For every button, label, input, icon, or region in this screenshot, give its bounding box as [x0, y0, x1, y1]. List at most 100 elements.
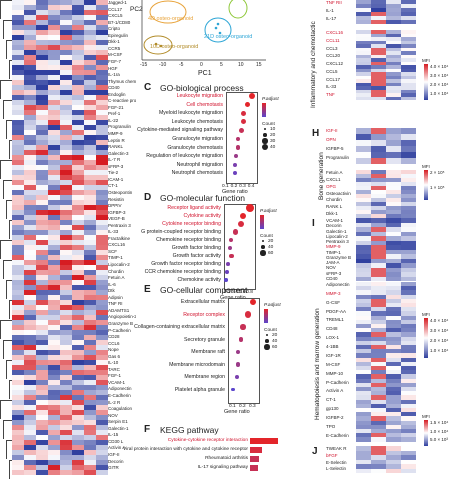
heatmap-cell: [24, 390, 36, 395]
heatmap-cell: [371, 4, 386, 8]
left-row-label: TARC: [108, 366, 120, 372]
right-row-label: Fetuin A: [326, 170, 343, 175]
go_cc-term-label: Membrane microdomain: [169, 361, 225, 368]
heatmap-cell: [84, 5, 96, 10]
go_bp-xtick: 0.3: [239, 184, 246, 189]
heatmap-cell: [36, 385, 48, 390]
heatmap-cell: [36, 290, 48, 295]
heatmap-cell: [24, 125, 36, 130]
heatmap-cell: [60, 385, 72, 390]
heatmap-cell: [96, 400, 108, 405]
heatmap-cell: [386, 206, 401, 210]
heatmap-cell: [72, 180, 84, 185]
heatmap-cell: [24, 260, 36, 265]
heatmap-cell: [48, 85, 60, 90]
heatmap-cell: [72, 380, 84, 385]
heatmap-cell: [60, 95, 72, 100]
heatmap-cell: [356, 412, 371, 417]
heatmap-cell: [12, 130, 24, 135]
heatmap-cell: [48, 360, 60, 365]
heatmap-cell: [356, 236, 371, 241]
heatmap-cell: [60, 370, 72, 375]
heatmap-cell: [96, 60, 108, 65]
heatmap-cell: [96, 210, 108, 215]
heatmap-cell: [96, 165, 108, 170]
left-row-label: Leptin R: [108, 137, 125, 143]
heatmap-cell: [48, 235, 60, 240]
heatmap-cell: [36, 230, 48, 235]
heatmap-cell: [48, 430, 60, 435]
heatmap-cell: [386, 258, 401, 263]
heatmap-cell: [12, 355, 24, 360]
heatmap-cell: [36, 355, 48, 360]
heatmap-cell: [72, 270, 84, 275]
go_mf-count-label: 60: [268, 251, 274, 256]
heatmap-cell: [84, 410, 96, 415]
heatmap-cell: [84, 240, 96, 245]
heatmap-cell: [401, 210, 416, 214]
heatmap-cell: [386, 307, 401, 312]
heatmap-cell: [371, 258, 386, 263]
heatmap-cell: [356, 361, 371, 366]
heatmap-cell: [48, 65, 60, 70]
heatmap-cell: [12, 425, 24, 430]
heatmap-cell: [72, 80, 84, 85]
heatmap-cell: [356, 403, 371, 408]
heatmap-cell: [371, 47, 386, 51]
heatmap-cell: [24, 440, 36, 445]
heatmap-cell: [60, 460, 72, 465]
heatmap-cell: [356, 370, 371, 375]
heatmap-cell: [386, 68, 401, 72]
heatmap-cell: [356, 96, 371, 100]
right-row-label: G-CSF: [326, 299, 340, 305]
heatmap-cell: [60, 470, 72, 475]
heatmap-cell: [12, 210, 24, 215]
heatmap-cell: [48, 50, 60, 55]
heatmap-cell: [356, 450, 371, 455]
heatmap-cell: [401, 468, 416, 473]
heatmap-cell: [36, 295, 48, 300]
heatmap-cell: [96, 25, 108, 30]
j-panel-letter: J: [312, 446, 318, 457]
right-row-label: Decorin: [326, 223, 342, 229]
heatmap-cell: [60, 90, 72, 95]
heatmap-cell: [386, 20, 401, 24]
heatmap-cell: [48, 170, 60, 175]
heatmap-cell: [36, 300, 48, 305]
heatmap-cell: [96, 235, 108, 240]
dendrogram-branch: [0, 240, 13, 259]
heatmap-cell: [48, 210, 60, 215]
heatmap-cell: [48, 70, 60, 75]
heatmap-cell: [60, 170, 72, 175]
heatmap-cell: [24, 50, 36, 55]
heatmap-cell: [12, 95, 24, 100]
heatmap-cell: [356, 82, 371, 86]
heatmap-cell: [371, 263, 386, 268]
heatmap-cell: [24, 405, 36, 410]
heatmap-cell: [386, 437, 401, 442]
heatmap-cell: [72, 15, 84, 20]
heatmap-cell: [371, 16, 386, 20]
heatmap-cell: [24, 85, 36, 90]
heatmap-cell: [36, 435, 48, 440]
heatmap-cell: [24, 385, 36, 390]
heatmap-cell: [96, 0, 108, 5]
go_mf-term-label: Receptor ligand activity: [167, 205, 221, 211]
mfi-title: MFI: [422, 312, 430, 317]
heatmap-cell: [356, 16, 371, 20]
heatmap-cell: [24, 265, 36, 270]
heatmap-cell: [84, 435, 96, 440]
heatmap-cell: [72, 240, 84, 245]
heatmap-cell: [36, 285, 48, 290]
right-row-label: CCL17: [326, 76, 341, 82]
heatmap-cell: [12, 185, 24, 190]
heatmap-cell: [60, 165, 72, 170]
heatmap-cell: [386, 152, 401, 158]
heatmap-cell: [60, 390, 72, 395]
left-row-label: Adiponectin: [108, 386, 132, 392]
heatmap-cell: [356, 416, 371, 421]
right-row-label: IGFBP-2: [326, 415, 344, 420]
heatmap-cell: [96, 280, 108, 285]
heatmap-cell: [96, 470, 108, 475]
heatmap-cell: [24, 275, 36, 280]
